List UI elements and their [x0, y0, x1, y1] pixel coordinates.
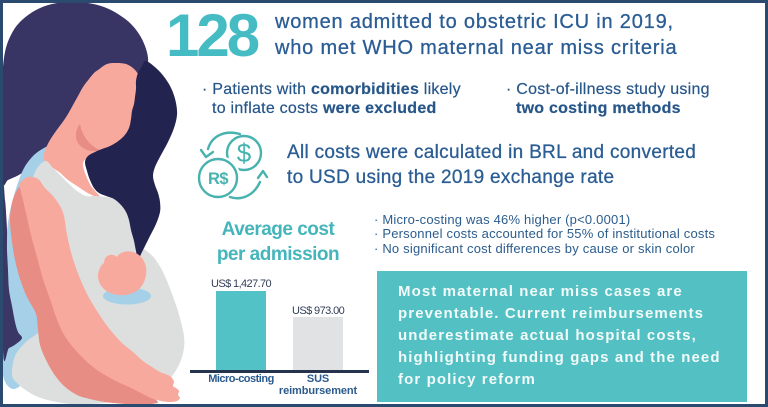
svg-text:R$: R$	[208, 170, 228, 188]
svg-text:$: $	[237, 138, 252, 168]
